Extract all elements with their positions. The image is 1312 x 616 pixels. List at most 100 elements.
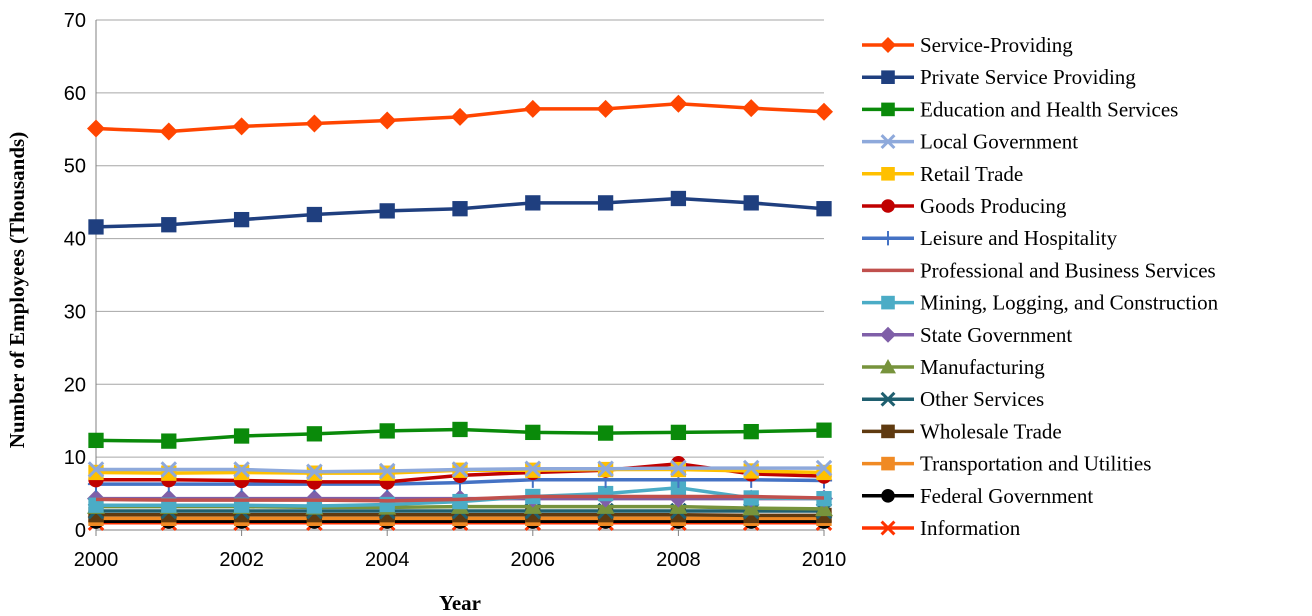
data-point-mining-logging-and-construction: [306, 498, 323, 514]
data-point-retail-trade: [233, 464, 250, 481]
x-tick-label: 2002: [219, 549, 264, 571]
series-line-professional-and-business-services: [95, 494, 825, 503]
data-point-private-service-providing: [452, 201, 468, 217]
legend-item-other-services: Other Services: [862, 387, 1044, 411]
data-point-education-and-health-services: [743, 423, 759, 440]
legend-item-education-and-health-services: Education and Health Services: [862, 97, 1178, 121]
legend-marker: [881, 295, 895, 310]
x-tick-label: 2000: [74, 549, 119, 571]
data-point-local-government: [160, 461, 178, 478]
data-point-service-providing: [596, 99, 615, 118]
y-tick-label: 70: [64, 10, 86, 32]
data-point-education-and-health-services: [597, 425, 614, 441]
legend-marker: [881, 167, 895, 181]
y-axis-title: Number of Employees (Thousands): [5, 132, 29, 448]
legend-label: Education and Health Services: [920, 97, 1178, 121]
data-point-private-service-providing: [161, 217, 177, 233]
y-tick-label: 30: [64, 301, 86, 323]
series-private-service-providing: [88, 190, 832, 235]
data-point-local-government: [524, 460, 542, 478]
data-point-private-service-providing: [306, 206, 323, 223]
legend-label: Goods Producing: [920, 194, 1067, 218]
legend-label: Retail Trade: [920, 162, 1023, 186]
legend-item-wholesale-trade: Wholesale Trade: [862, 419, 1062, 443]
data-point-service-providing: [159, 122, 178, 141]
series-layer: [87, 94, 833, 531]
y-tick-label: 20: [64, 374, 86, 396]
legend-label: Transportation and Utilities: [920, 452, 1151, 476]
data-point-education-and-health-services: [161, 433, 177, 449]
legend-item-manufacturing: Manufacturing: [862, 355, 1045, 379]
legend-label: Manufacturing: [920, 355, 1045, 379]
data-point-education-and-health-services: [670, 424, 687, 441]
y-tick-label: 0: [75, 520, 86, 542]
legend-marker: [881, 102, 895, 117]
data-point-private-service-providing: [525, 195, 541, 211]
legend-marker: [881, 424, 895, 439]
x-tick-label: 2010: [802, 549, 847, 571]
data-point-education-and-health-services: [452, 421, 468, 438]
legend-label: Mining, Logging, and Construction: [920, 291, 1219, 315]
data-point-mining-logging-and-construction: [452, 493, 468, 510]
legend-label: Federal Government: [920, 484, 1093, 508]
legend-marker: [881, 199, 895, 213]
data-point-service-providing: [305, 114, 324, 133]
legend-marker: [881, 456, 895, 471]
data-point-private-service-providing: [743, 195, 759, 211]
data-point-private-service-providing: [379, 203, 395, 219]
legend-item-leisure-and-hospitality: Leisure and Hospitality: [862, 226, 1118, 250]
data-point-private-service-providing: [816, 201, 832, 217]
data-point-local-government: [378, 462, 396, 480]
legend-label: Local Government: [920, 130, 1078, 154]
y-tick-label: 60: [64, 83, 86, 105]
data-point-retail-trade: [743, 463, 759, 479]
y-tick-label: 40: [64, 229, 86, 251]
legend-marker: [880, 134, 896, 150]
legend-label: Leisure and Hospitality: [920, 226, 1118, 250]
legend-marker: [880, 326, 896, 343]
series-professional-and-business-services: [95, 494, 825, 503]
data-point-education-and-health-services: [233, 428, 250, 444]
legend-item-federal-government: Federal Government: [862, 484, 1093, 508]
x-axis-title: Year: [439, 591, 481, 615]
series-local-government: [87, 459, 833, 480]
data-point-education-and-health-services: [379, 423, 395, 439]
data-point-private-service-providing: [597, 195, 614, 211]
data-point-local-government: [306, 463, 323, 480]
legend-label: Private Service Providing: [920, 65, 1136, 89]
y-tick-label: 50: [64, 156, 86, 178]
data-point-service-providing: [742, 99, 761, 118]
y-tick-label: 10: [64, 447, 86, 469]
data-point-service-providing: [815, 102, 833, 121]
legend-item-local-government: Local Government: [862, 130, 1078, 154]
data-point-mining-logging-and-construction: [597, 485, 614, 502]
data-point-mining-logging-and-construction: [816, 491, 832, 507]
data-point-education-and-health-services: [816, 422, 832, 438]
legend-item-mining-logging-and-construction: Mining, Logging, and Construction: [862, 291, 1219, 315]
legend-item-goods-producing: Goods Producing: [862, 194, 1067, 218]
data-point-service-providing: [378, 111, 397, 130]
data-point-local-government: [742, 459, 760, 477]
data-point-local-government: [233, 461, 250, 478]
legend-item-information: Information: [862, 516, 1021, 540]
legend-item-private-service-providing: Private Service Providing: [862, 65, 1136, 89]
legend-item-state-government: State Government: [862, 323, 1072, 347]
legend-marker: [880, 37, 896, 53]
data-point-retail-trade: [379, 465, 395, 481]
data-point-local-government: [670, 459, 687, 477]
legend-marker: [881, 489, 895, 503]
legend-label: State Government: [920, 323, 1072, 347]
data-point-retail-trade: [88, 464, 104, 481]
gridlines: [96, 19, 824, 458]
x-tick-label: 2008: [656, 549, 701, 571]
axes: 0 10 20 30 40 50 60 70 2000 2002 2004 2006 2008 2010: [64, 10, 847, 571]
data-point-private-service-providing: [670, 190, 687, 207]
legend-item-transportation-and-utilities: Transportation and Utilities: [862, 452, 1151, 476]
legend: Service-Providing Private Service Providi…: [862, 33, 1219, 540]
x-tick-label: 2004: [365, 549, 410, 571]
data-point-local-government: [597, 460, 614, 478]
data-point-service-providing: [87, 119, 105, 138]
data-point-local-government: [451, 461, 469, 478]
data-point-private-service-providing: [233, 211, 250, 228]
